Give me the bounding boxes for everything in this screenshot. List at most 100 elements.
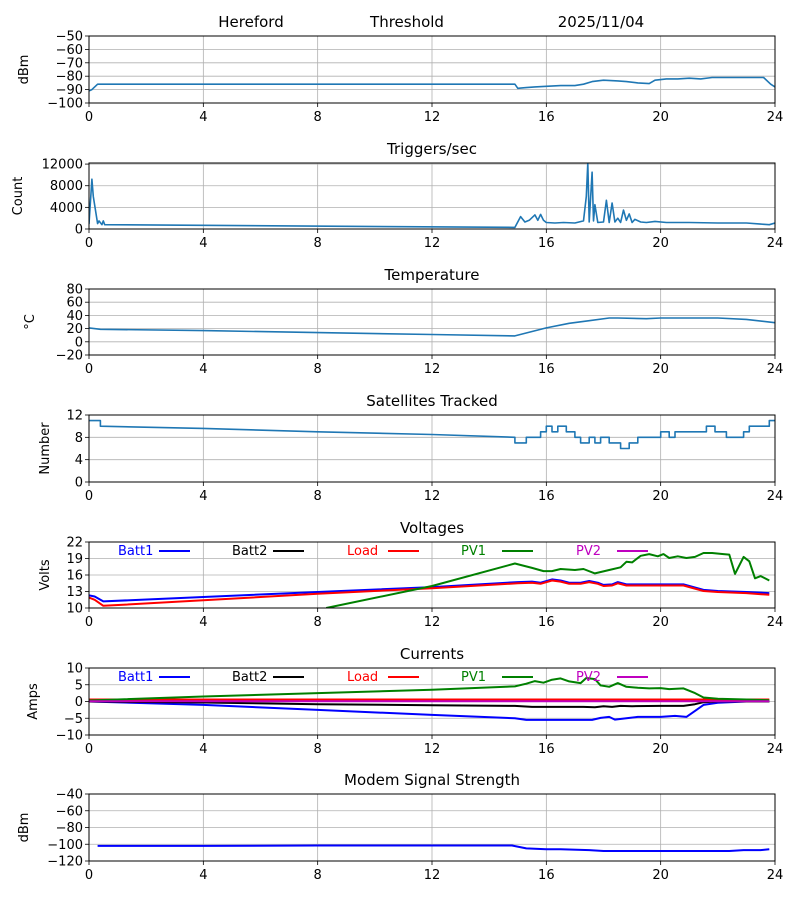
x-tick-label: 0 (85, 236, 93, 251)
y-tick-label: 20 (66, 322, 83, 337)
y-tick-label: −5 (64, 712, 83, 727)
x-tick-label: 12 (424, 110, 441, 125)
panel-satellites: Satellites Tracked 0 4 8 12 16 20 24 0 4 8 12 Number (38, 392, 783, 504)
series-line-batt1 (89, 578, 770, 603)
x-tick-label: 16 (538, 362, 555, 377)
grid (89, 415, 775, 482)
x-tick-label: 24 (767, 742, 784, 757)
x-tick-label: 8 (314, 868, 322, 883)
x-tick-label: 0 (85, 615, 93, 630)
y-tick-label: 8000 (50, 179, 83, 194)
x-tick-label: 20 (652, 615, 669, 630)
x-tick-label: 24 (767, 236, 784, 251)
y-tick-label: −10 (56, 729, 83, 744)
x-tick-label: 4 (199, 742, 207, 757)
x-tick-label: 8 (314, 742, 322, 757)
x-tick-label: 0 (85, 489, 93, 504)
legend-label-load: Load (347, 544, 378, 559)
grid (89, 542, 775, 608)
y-tick-label: −80 (56, 821, 83, 836)
legend-label-pv1: PV1 (461, 544, 486, 559)
x-tick-label: 20 (652, 489, 669, 504)
y-tick-label: 22 (66, 536, 83, 551)
panel-triggers: Triggers/sec 0 4 8 12 16 20 24 0 4000 8000 12000 Cou… (11, 140, 783, 251)
chart-title: Voltages (400, 519, 464, 537)
figure-header: Hereford Threshold 2025/11/04 (218, 13, 644, 31)
y-tick-label: 60 (66, 296, 83, 311)
x-tick-label: 4 (199, 868, 207, 883)
y-axis-label: Volts (38, 559, 53, 591)
series-line-batt1 (89, 700, 770, 721)
x-tick-label: 16 (538, 868, 555, 883)
x-tick-label: 12 (424, 615, 441, 630)
chart-title: Satellites Tracked (366, 392, 497, 410)
x-tick-label: 24 (767, 362, 784, 377)
x-tick-label: 4 (199, 362, 207, 377)
x-tick-label: 4 (199, 489, 207, 504)
legend: Batt1 Batt2 Load PV1 PV2 (118, 544, 648, 559)
grid (89, 163, 775, 229)
y-tick-label: 12000 (42, 158, 83, 173)
legend-label-pv2: PV2 (576, 544, 601, 559)
y-tick-label: 12 (66, 409, 83, 424)
series-group (89, 677, 770, 721)
x-tick-label: 16 (538, 742, 555, 757)
y-tick-label: −100 (47, 97, 83, 112)
x-tick-label: 20 (652, 236, 669, 251)
y-tick-label: 10 (66, 662, 83, 677)
x-tick-label: 0 (85, 742, 93, 757)
y-tick-label: −80 (56, 70, 83, 85)
grid (89, 36, 775, 103)
x-tick-label: 20 (652, 742, 669, 757)
series-group (89, 76, 775, 92)
series-line-batt2 (89, 700, 770, 709)
legend-label-batt1: Batt1 (118, 544, 153, 559)
legend: Batt1 Batt2 Load PV1 PV2 (118, 670, 648, 685)
y-tick-label: 0 (75, 223, 83, 238)
x-tick-label: 12 (424, 489, 441, 504)
y-tick-label: −120 (47, 855, 83, 870)
x-tick-label: 12 (424, 868, 441, 883)
x-tick-label: 12 (424, 362, 441, 377)
y-tick-label: 19 (66, 552, 83, 567)
series-line-satellites (89, 419, 775, 450)
x-tick-label: 8 (314, 362, 322, 377)
y-tick-label: 8 (75, 431, 83, 446)
y-tick-label: −50 (56, 30, 83, 45)
y-tick-label: −60 (56, 43, 83, 58)
y-axis-label: dBm (17, 55, 32, 85)
x-tick-label: 24 (767, 110, 784, 125)
series-group (89, 163, 775, 229)
x-tick-label: 8 (314, 236, 322, 251)
y-axis-label: Count (11, 177, 26, 216)
x-tick-label: 0 (85, 110, 93, 125)
y-tick-label: 13 (66, 585, 83, 600)
y-tick-label: −90 (56, 83, 83, 98)
legend-label-load: Load (347, 670, 378, 685)
legend-label-batt1: Batt1 (118, 670, 153, 685)
x-tick-label: 24 (767, 615, 784, 630)
series-line-modem (97, 844, 770, 852)
y-tick-label: 4 (75, 453, 83, 468)
panel-modem: Modem Signal Strength 0 4 8 12 16 20 24 −120 −100… (17, 771, 783, 883)
y-tick-label: −20 (56, 349, 83, 364)
header-date: 2025/11/04 (558, 13, 644, 31)
x-tick-label: 8 (314, 489, 322, 504)
y-tick-label: 0 (75, 695, 83, 710)
x-tick-label: 20 (652, 110, 669, 125)
legend-label-batt2: Batt2 (232, 544, 267, 559)
x-tick-label: 16 (538, 110, 555, 125)
x-tick-label: 4 (199, 615, 207, 630)
x-tick-label: 0 (85, 362, 93, 377)
y-tick-label: −60 (56, 804, 83, 819)
y-axis-label: Amps (26, 683, 41, 720)
panel-voltages: Voltages Batt1 Batt2 Load PV1 PV2 0 4 8 12 16 20 24 1… (38, 519, 783, 630)
series-group (89, 419, 775, 450)
y-tick-label: −70 (56, 56, 83, 71)
chart-title: Temperature (383, 266, 479, 284)
x-tick-label: 20 (652, 868, 669, 883)
series-line-load (89, 579, 770, 607)
y-axis-label: dBm (17, 813, 32, 843)
